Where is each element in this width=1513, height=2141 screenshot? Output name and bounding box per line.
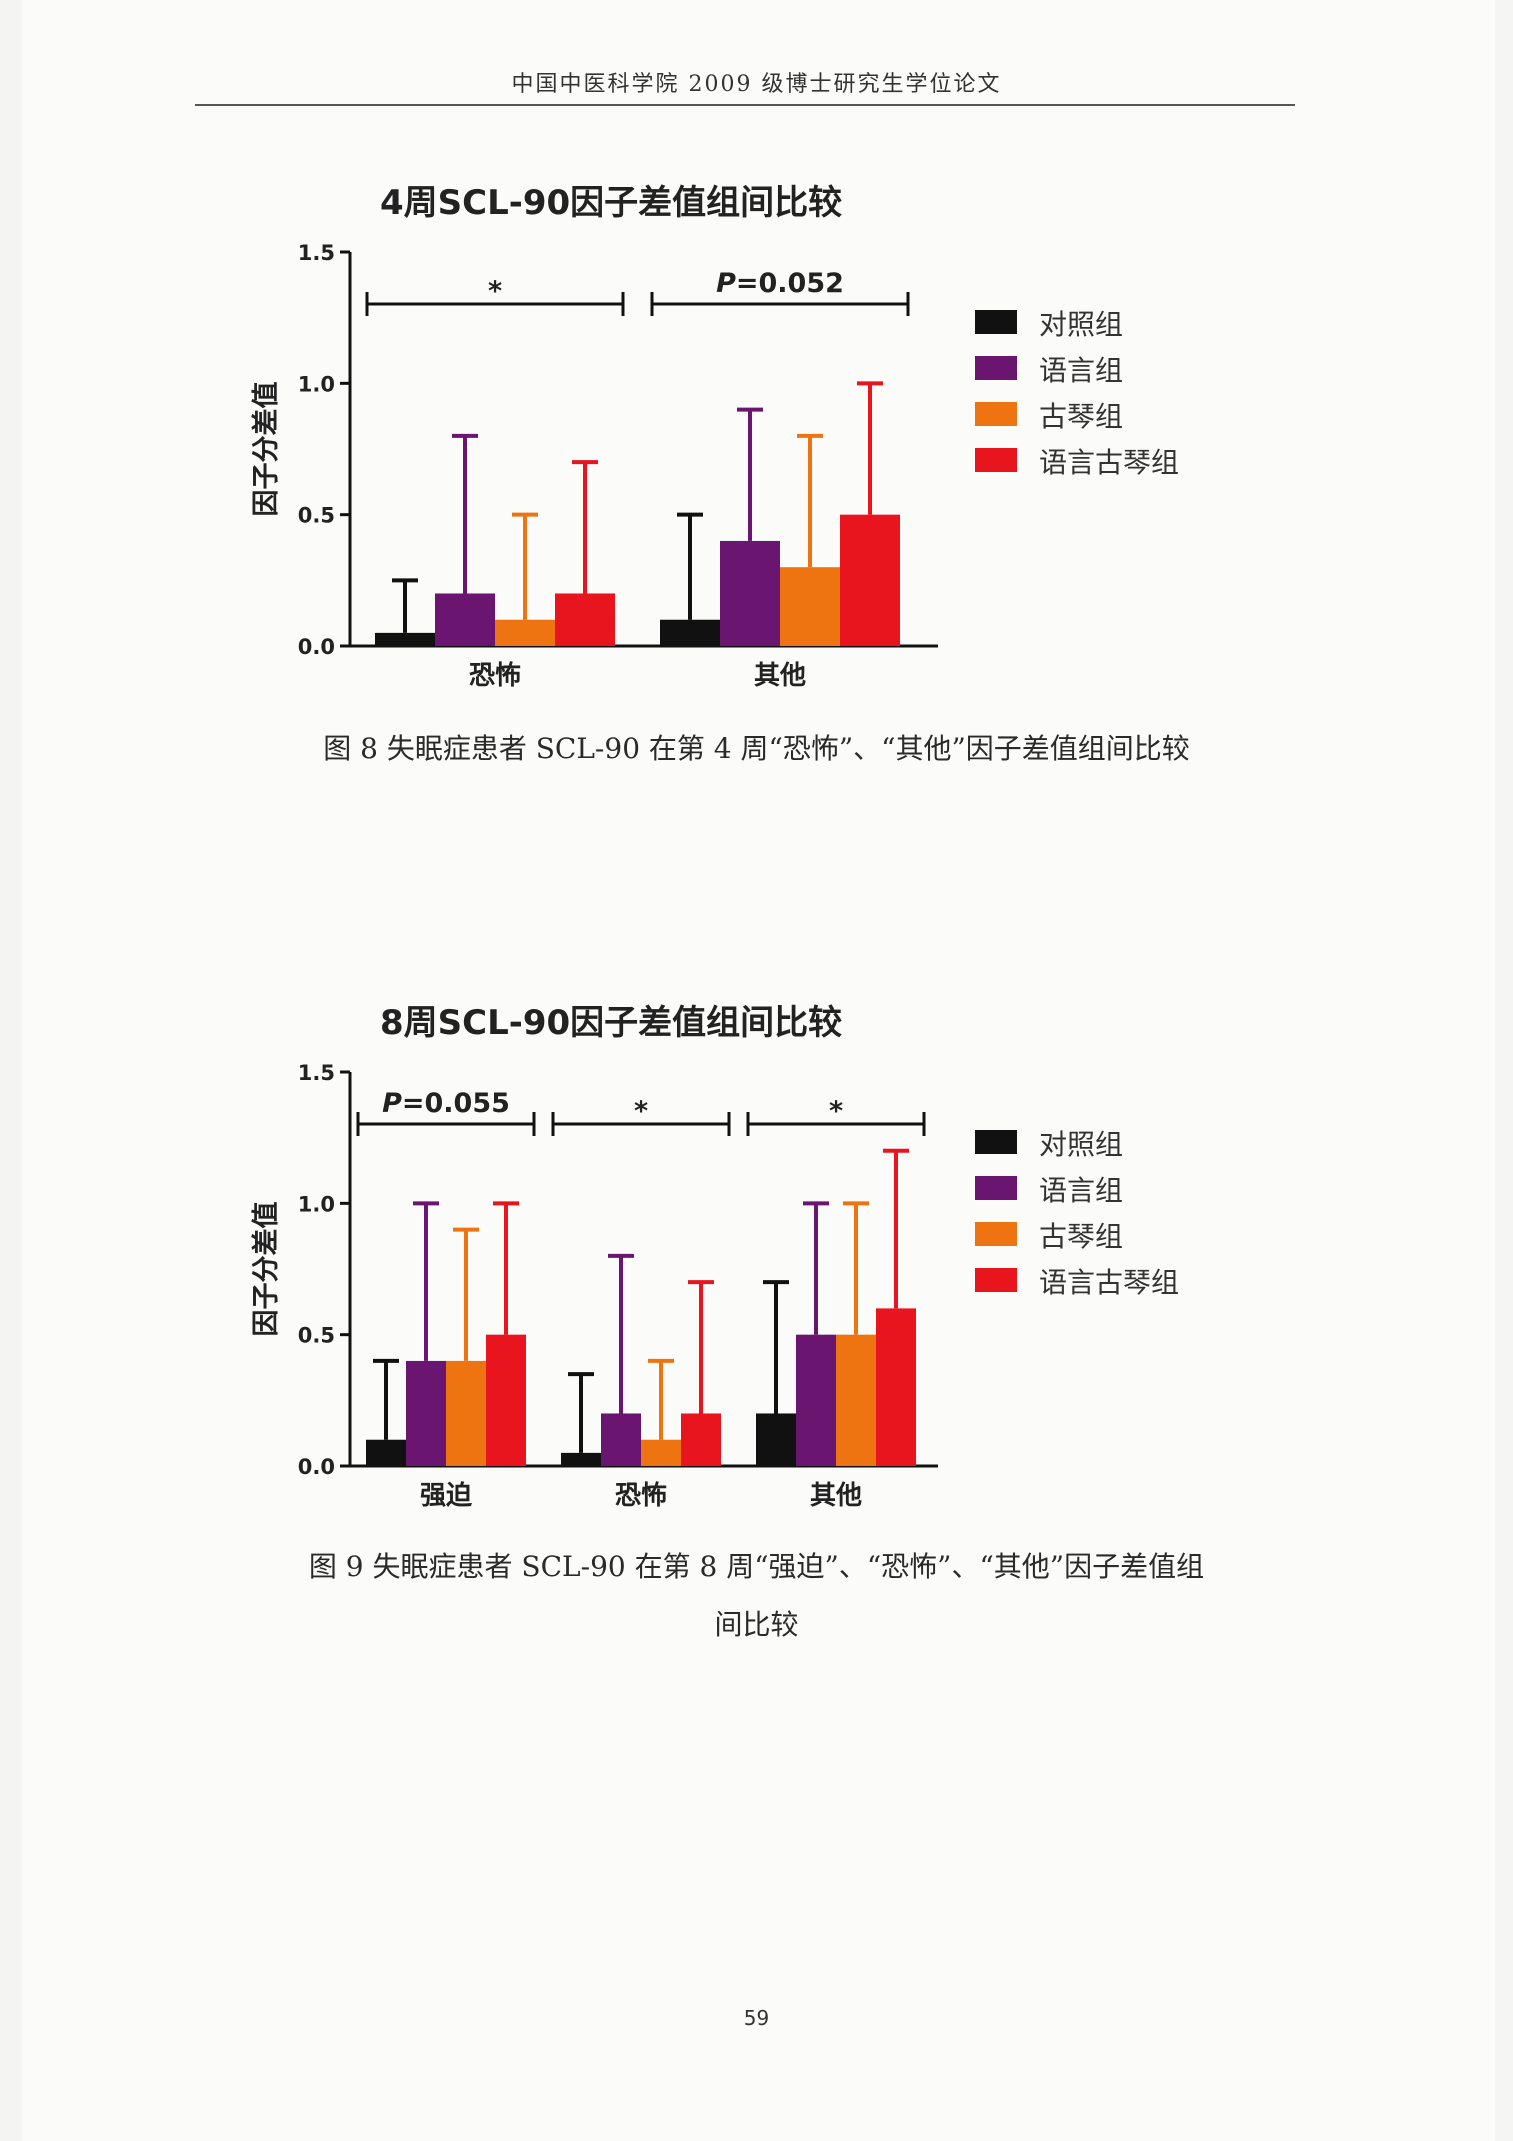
bar bbox=[796, 1334, 836, 1466]
figure-8-caption: 图 8 失眠症患者 SCL-90 在第 4 周“恐怖”、“其他”因子差值组间比较 bbox=[0, 720, 1513, 778]
legend-label: 语言组 bbox=[1039, 1174, 1123, 1207]
y-tick-label: 1.0 bbox=[298, 1192, 335, 1216]
legend-swatch bbox=[975, 1176, 1017, 1200]
legend-swatch bbox=[975, 310, 1017, 334]
figure-9: 8周SCL-90因子差值组间比较因子分差值 0.0 0.5 1.0 1.5 强迫 P=0.0… bbox=[0, 990, 1513, 1530]
significance-label: P=0.052 bbox=[716, 268, 844, 299]
bar bbox=[435, 593, 495, 646]
figure-9-caption-line1: 图 9 失眠症患者 SCL-90 在第 8 周“强迫”、“恐怖”、“其他”因子差… bbox=[308, 1550, 1205, 1583]
bar bbox=[446, 1360, 486, 1466]
x-category-label: 其他 bbox=[810, 1481, 862, 1511]
y-tick-label: 1.0 bbox=[298, 372, 335, 396]
chart-title: 8周SCL-90因子差值组间比较 bbox=[380, 1003, 842, 1043]
legend-label: 语言古琴组 bbox=[1039, 1266, 1179, 1299]
y-axis-label: 因子分差值 bbox=[250, 1202, 282, 1337]
p-value: =0.055 bbox=[402, 1088, 510, 1119]
legend-swatch bbox=[975, 356, 1017, 380]
y-tick-label: 0.0 bbox=[298, 635, 335, 659]
bar bbox=[406, 1360, 446, 1466]
x-category-label: 其他 bbox=[754, 661, 806, 691]
legend-swatch bbox=[975, 1130, 1017, 1154]
running-header: 中国中医科学院 2009 级博士研究生学位论文 bbox=[511, 72, 1002, 97]
significance-label: * bbox=[829, 1096, 843, 1127]
bar bbox=[836, 1334, 876, 1466]
x-category-label: 恐怖 bbox=[469, 660, 521, 691]
significance-label: * bbox=[634, 1096, 648, 1127]
legend-label: 语言组 bbox=[1039, 354, 1123, 387]
significance-label: * bbox=[488, 276, 502, 307]
y-tick-label: 0.5 bbox=[298, 1324, 335, 1348]
legend-label: 对照组 bbox=[1039, 308, 1123, 341]
bar bbox=[681, 1413, 721, 1466]
figure-9-caption: 图 9 失眠症患者 SCL-90 在第 8 周“强迫”、“恐怖”、“其他”因子差… bbox=[0, 1538, 1513, 1654]
bar bbox=[486, 1334, 526, 1466]
bar bbox=[601, 1413, 641, 1466]
legend-label: 古琴组 bbox=[1039, 400, 1123, 433]
bar bbox=[561, 1452, 601, 1466]
bar bbox=[495, 619, 555, 646]
legend-swatch bbox=[975, 448, 1017, 472]
y-tick-label: 1.5 bbox=[298, 241, 335, 265]
p-symbol: P bbox=[716, 268, 736, 299]
legend-label: 语言古琴组 bbox=[1039, 446, 1179, 479]
x-category-label: 恐怖 bbox=[615, 1480, 667, 1511]
y-tick-label: 0.0 bbox=[298, 1455, 335, 1479]
page-edge-left bbox=[0, 0, 22, 2141]
legend-swatch bbox=[975, 1222, 1017, 1246]
bar bbox=[876, 1308, 916, 1466]
legend-swatch bbox=[975, 402, 1017, 426]
bar bbox=[720, 540, 780, 646]
bar bbox=[375, 632, 435, 646]
bar bbox=[641, 1439, 681, 1466]
bar bbox=[660, 619, 720, 646]
page-number: 59 bbox=[743, 2006, 770, 2030]
legend-label: 古琴组 bbox=[1039, 1220, 1123, 1253]
figure-9-caption-line2: 间比较 bbox=[714, 1608, 799, 1641]
p-value: =0.052 bbox=[736, 268, 844, 299]
x-category-label: 强迫 bbox=[420, 1481, 473, 1511]
legend-label: 对照组 bbox=[1039, 1128, 1123, 1161]
legend-swatch bbox=[975, 1268, 1017, 1292]
y-axis-label: 因子分差值 bbox=[250, 382, 282, 517]
y-tick-label: 0.5 bbox=[298, 504, 335, 528]
figure-8: 4周SCL-90因子差值组间比较因子分差值 0.0 0.5 1.0 1.5 恐怖 * 其他 P=… bbox=[0, 170, 1513, 710]
page-edge-right bbox=[1495, 0, 1513, 2141]
bar bbox=[780, 567, 840, 646]
bar bbox=[366, 1439, 406, 1466]
significance-label: P=0.055 bbox=[382, 1088, 510, 1119]
bar bbox=[555, 593, 615, 646]
bar bbox=[840, 514, 900, 646]
chart-title: 4周SCL-90因子差值组间比较 bbox=[380, 183, 842, 223]
figure-8-caption-text: 图 8 失眠症患者 SCL-90 在第 4 周“恐怖”、“其他”因子差值组间比较 bbox=[323, 732, 1190, 765]
bar bbox=[756, 1413, 796, 1466]
header-rule bbox=[195, 104, 1295, 106]
p-symbol: P bbox=[382, 1088, 402, 1119]
y-tick-label: 1.5 bbox=[298, 1061, 335, 1085]
